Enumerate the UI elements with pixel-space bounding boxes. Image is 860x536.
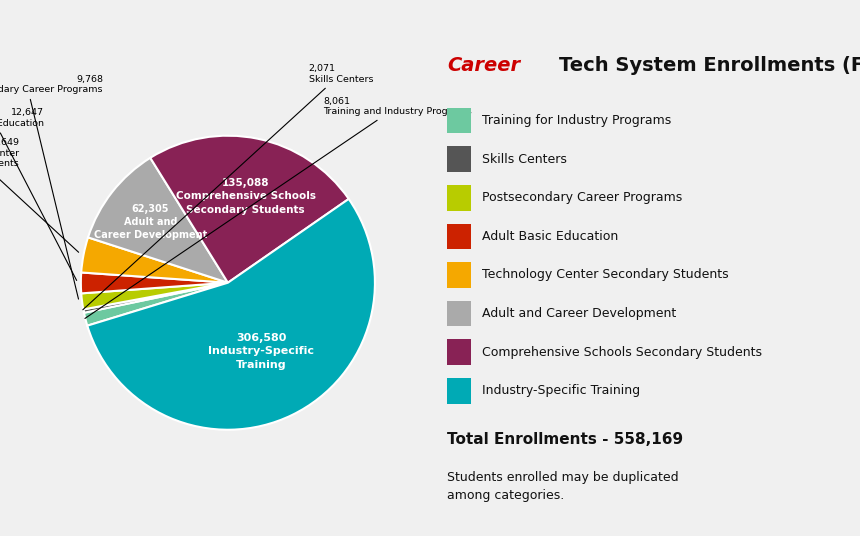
Bar	[447, 339, 471, 365]
Text: Students enrolled may be duplicated
among categories.: Students enrolled may be duplicated amon…	[447, 471, 679, 502]
Wedge shape	[84, 282, 228, 326]
Text: Tech System Enrollments (FY19): Tech System Enrollments (FY19)	[559, 56, 860, 75]
Wedge shape	[81, 272, 228, 293]
Text: 306,580
Industry-Specific
Training: 306,580 Industry-Specific Training	[208, 333, 314, 370]
Wedge shape	[88, 158, 228, 282]
Wedge shape	[81, 237, 228, 282]
Text: Total Enrollments - 558,169: Total Enrollments - 558,169	[447, 432, 684, 447]
Text: Skills Centers: Skills Centers	[482, 153, 567, 166]
Text: Industry-Specific Training: Industry-Specific Training	[482, 384, 640, 397]
Text: Training for Industry Programs: Training for Industry Programs	[482, 114, 671, 127]
Wedge shape	[81, 282, 228, 309]
Text: 2,071
Skills Centers: 2,071 Skills Centers	[83, 64, 373, 310]
Bar	[447, 378, 471, 404]
Bar	[447, 146, 471, 172]
Text: Technology Center Secondary Students: Technology Center Secondary Students	[482, 269, 728, 281]
Text: 9,768
Postsecondary Career Programs: 9,768 Postsecondary Career Programs	[0, 75, 103, 299]
Text: Adult and Career Development: Adult and Career Development	[482, 307, 676, 320]
Text: 12,647
Adult Basic Education: 12,647 Adult Basic Education	[0, 108, 77, 280]
Text: Postsecondary Career Programs: Postsecondary Career Programs	[482, 191, 682, 204]
Wedge shape	[88, 199, 375, 430]
Wedge shape	[83, 282, 228, 313]
Text: 135,088
Comprehensive Schools
Secondary Students: 135,088 Comprehensive Schools Secondary …	[175, 178, 316, 214]
Text: 21,649
Technology Center
Secondary Students: 21,649 Technology Center Secondary Stude…	[0, 138, 78, 252]
Bar	[447, 108, 471, 133]
Bar	[447, 301, 471, 326]
Bar	[447, 185, 471, 211]
Text: 62,305
Adult and
Career Development: 62,305 Adult and Career Development	[94, 204, 207, 240]
Text: Career: Career	[447, 56, 520, 75]
Text: 8,061
Training and Industry Programs: 8,061 Training and Industry Programs	[85, 96, 472, 318]
Bar	[447, 224, 471, 249]
Bar	[447, 262, 471, 288]
Text: Comprehensive Schools Secondary Students: Comprehensive Schools Secondary Students	[482, 346, 762, 359]
Text: Adult Basic Education: Adult Basic Education	[482, 230, 617, 243]
Wedge shape	[150, 136, 349, 282]
